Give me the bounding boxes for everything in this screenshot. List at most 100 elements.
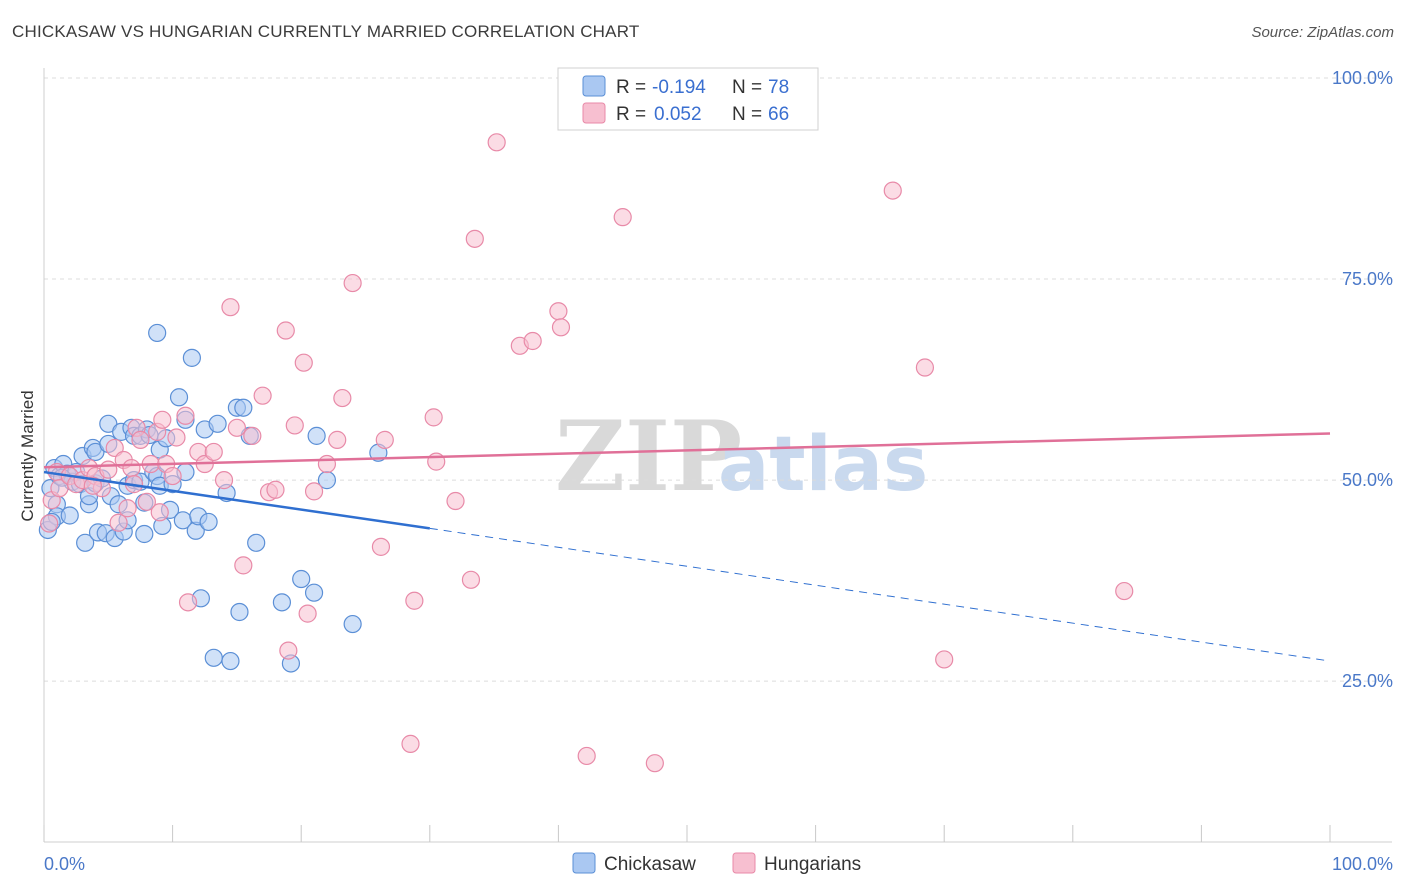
point-hungarian [375,430,394,449]
point-hungarian [446,491,465,511]
point-hungarian [109,513,128,532]
point-hungarian [577,746,596,766]
point-hungarian [487,133,506,152]
point-hungarian [424,408,443,427]
point-hungarian [163,466,182,486]
point-hungarian [178,593,198,612]
point-hungarian [915,358,935,377]
point-hungarian [1115,581,1134,601]
point-hungarian [405,591,424,610]
point-hungarian [279,641,298,660]
point-chickasaw [234,398,253,417]
y-tick-label: 50.0% [1342,470,1393,490]
point-chickasaw [204,648,223,667]
trend-line-chickasaw [43,470,430,530]
chart-title: CHICKASAW VS HUNGARIAN CURRENTLY MARRIED… [12,22,640,41]
legend-r-value-hungarians: 0.052 [654,104,702,125]
point-hungarian [50,479,69,498]
watermark-atlas: atlas [718,419,928,508]
point-chickasaw [169,388,189,407]
bottom-legend-label-chickasaw: Chickasaw [604,854,696,875]
point-hungarian [105,438,124,458]
point-chickasaw [135,524,154,544]
point-chickasaw [272,593,292,612]
x-ticks [43,825,1331,842]
legend-r-label-chickasaw: R = [616,77,646,98]
y-tick-label: 75.0% [1342,269,1393,289]
point-chickasaw [99,414,118,433]
point-chickasaw [304,583,324,602]
point-hungarian [285,416,304,435]
point-hungarian [276,321,295,340]
point-hungarian [214,471,234,490]
point-hungarian [221,298,240,317]
point-hungarian [204,442,223,462]
point-hungarian [118,499,137,518]
x-tick-label-max: 100.0% [1332,854,1393,874]
point-hungarian [883,181,902,200]
point-chickasaw [182,348,201,367]
point-chickasaw [343,614,362,634]
legend-n-value-chickasaw: 78 [768,77,789,98]
bottom-legend-label-hungarians: Hungarians [764,854,861,875]
point-hungarian [551,318,571,337]
point-hungarian [176,406,195,425]
point-chickasaw [60,506,79,525]
legend-r-value-chickasaw: -0.194 [652,77,706,98]
point-hungarian [461,570,481,589]
point-hungarian [266,480,285,499]
point-chickasaw [208,414,227,433]
point-hungarian [328,430,347,449]
point-hungarian [234,556,253,575]
point-hungarian [137,492,156,511]
point-hungarian [150,503,169,522]
point-chickasaw [199,512,218,532]
point-hungarian [83,476,102,495]
point-hungarian [294,353,313,372]
point-hungarian [227,418,246,437]
y-tick-label: 25.0% [1342,671,1393,691]
legend-n-value-hungarians: 66 [768,104,789,125]
source-label: Source: ZipAtlas.com [1251,24,1394,41]
point-chickasaw [148,323,167,343]
y-tick-labels: 25.0% 50.0% 75.0% 100.0% [1332,68,1393,691]
stats-legend: R = -0.194 N = 78 R = 0.052 N = 66 [557,67,819,131]
point-hungarian [253,386,272,405]
point-chickasaw [76,533,95,552]
point-hungarian [122,458,141,478]
data-points [38,133,1134,773]
gridlines [44,77,1392,682]
point-chickasaw [307,426,326,445]
point-hungarian [613,208,632,227]
point-hungarian [131,430,150,449]
y-tick-label: 100.0% [1332,68,1393,88]
point-hungarian [401,734,420,753]
point-hungarian [317,454,337,474]
point-hungarian [298,604,317,623]
point-hungarian [243,426,262,445]
point-chickasaw [86,442,105,462]
point-hungarian [304,482,324,501]
legend-n-label-chickasaw: N = [732,77,762,98]
legend-r-label-hungarians: R = [616,104,646,125]
point-hungarian [99,460,118,479]
point-hungarian [371,537,391,556]
legend-n-label-hungarians: N = [732,104,762,125]
point-chickasaw [292,569,311,589]
point-chickasaw [230,602,249,622]
y-axis-label: Currently Married [18,390,37,521]
point-hungarian [549,302,568,321]
point-hungarian [935,650,954,669]
point-hungarian [40,514,59,533]
trend-line-hungarians [43,432,1331,469]
trend-lines [43,432,1331,662]
point-hungarian [153,410,172,429]
trend-line-chickasaw-extension [429,527,1331,662]
series-legend: Chickasaw Hungarians [572,852,861,875]
bottom-legend-swatch-hungarians [732,852,756,874]
point-chickasaw [247,533,266,552]
point-hungarian [645,754,664,773]
point-hungarian [333,388,352,408]
legend-swatch-chickasaw [582,75,606,97]
